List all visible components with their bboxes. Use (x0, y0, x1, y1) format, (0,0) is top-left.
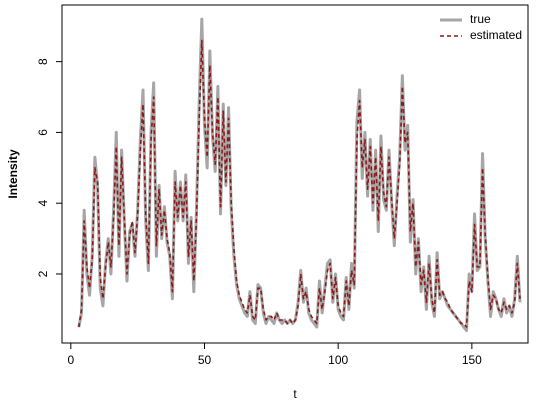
x-tick-label: 50 (198, 353, 212, 367)
x-tick-label: 100 (328, 353, 348, 367)
series-line (78, 39, 521, 328)
y-tick-label: 8 (36, 58, 50, 65)
legend-label: estimated (470, 28, 522, 42)
x-tick-label: 150 (462, 353, 482, 367)
y-tick-label: 2 (36, 270, 50, 277)
y-tick-label: 4 (36, 200, 50, 207)
x-tick-label: 0 (67, 353, 74, 367)
y-axis-label: Intensity (6, 149, 20, 199)
plot-box (61, 4, 529, 344)
y-tick-label: 6 (36, 129, 50, 136)
x-axis-label: t (293, 387, 297, 401)
legend-label: true (470, 12, 491, 26)
